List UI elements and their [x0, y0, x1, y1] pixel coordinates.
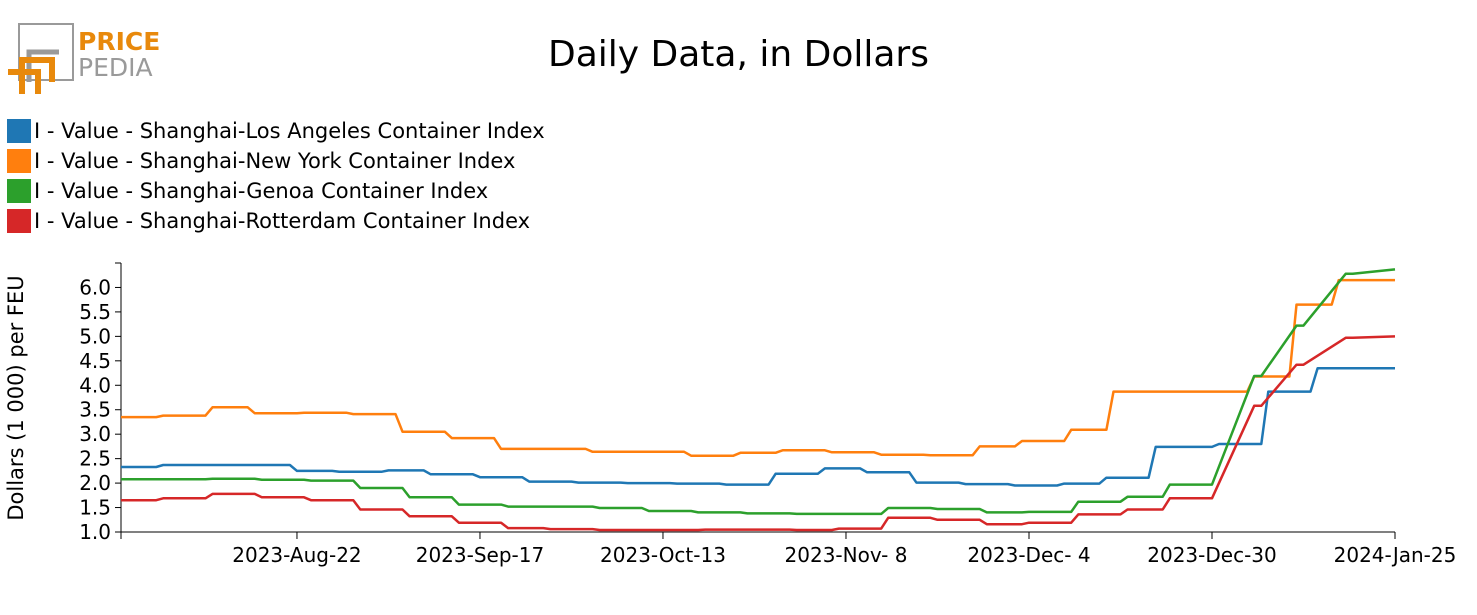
x-tick-label: 2023-Aug-22 [232, 543, 361, 567]
x-tick-label: 2023-Dec-30 [1147, 543, 1276, 567]
y-tick-label: 6.0 [79, 275, 111, 299]
pricepedia-logo-mark: PRICE PEDIA [8, 23, 160, 94]
legend-item-rotterdam[interactable]: I - Value - Shanghai-Rotterdam Container… [7, 206, 545, 236]
series-line-los-angeles [121, 366, 1395, 487]
legend-swatch-rotterdam [7, 209, 31, 233]
y-tick-label: 5.5 [79, 300, 111, 324]
y-tick-label: 3.0 [79, 422, 111, 446]
legend-label-new-york: I - Value - Shanghai-New York Container … [34, 149, 516, 173]
pricepedia-logo: PRICE PEDIA [6, 22, 166, 94]
y-axis-label: Dollars (1 000) per FEU [4, 275, 28, 520]
x-tick-label: 2024-Jan-25 [1334, 543, 1457, 567]
chart-title: Daily Data, in Dollars [547, 34, 929, 75]
legend-swatch-genoa [7, 179, 31, 203]
series-line-new-york [121, 278, 1395, 457]
legend-label-genoa: I - Value - Shanghai-Genoa Container Ind… [34, 179, 489, 203]
legend-label-los-angeles: I - Value - Shanghai-Los Angeles Contain… [34, 119, 545, 143]
x-tick-label: 2023-Nov- 8 [785, 543, 908, 567]
legend-swatch-los-angeles [7, 119, 31, 143]
chart-axes: 1.01.52.02.53.03.54.04.55.05.56.0 2023-Au… [79, 262, 1457, 567]
y-tick-label: 2.0 [79, 471, 111, 495]
x-tick-label: 2023-Sep-17 [416, 543, 544, 567]
legend-item-genoa[interactable]: I - Value - Shanghai-Genoa Container Ind… [7, 176, 545, 206]
logo-text-pedia: PEDIA [78, 53, 153, 82]
y-tick-label: 1.5 [79, 496, 111, 520]
y-tick-label: 4.5 [79, 349, 111, 373]
y-tick-label: 2.5 [79, 447, 111, 471]
series-line-rotterdam [121, 335, 1396, 532]
y-tick-label: 1.0 [79, 520, 111, 544]
y-tick-label: 5.0 [79, 324, 111, 348]
legend-item-los-angeles[interactable]: I - Value - Shanghai-Los Angeles Contain… [7, 116, 545, 146]
series-line-genoa [121, 268, 1396, 516]
x-tick-label: 2023-Dec- 4 [967, 543, 1090, 567]
legend-label-rotterdam: I - Value - Shanghai-Rotterdam Container… [34, 209, 531, 233]
logo-text-price: PRICE [78, 27, 160, 56]
y-tick-label: 4.0 [79, 373, 111, 397]
legend-item-new-york[interactable]: I - Value - Shanghai-New York Container … [7, 146, 545, 176]
chart-series-lines [121, 268, 1396, 532]
legend-swatch-new-york [7, 149, 31, 173]
legend: I - Value - Shanghai-Los Angeles Contain… [7, 116, 545, 236]
y-tick-label: 3.5 [79, 398, 111, 422]
x-tick-label: 2023-Oct-13 [600, 543, 726, 567]
